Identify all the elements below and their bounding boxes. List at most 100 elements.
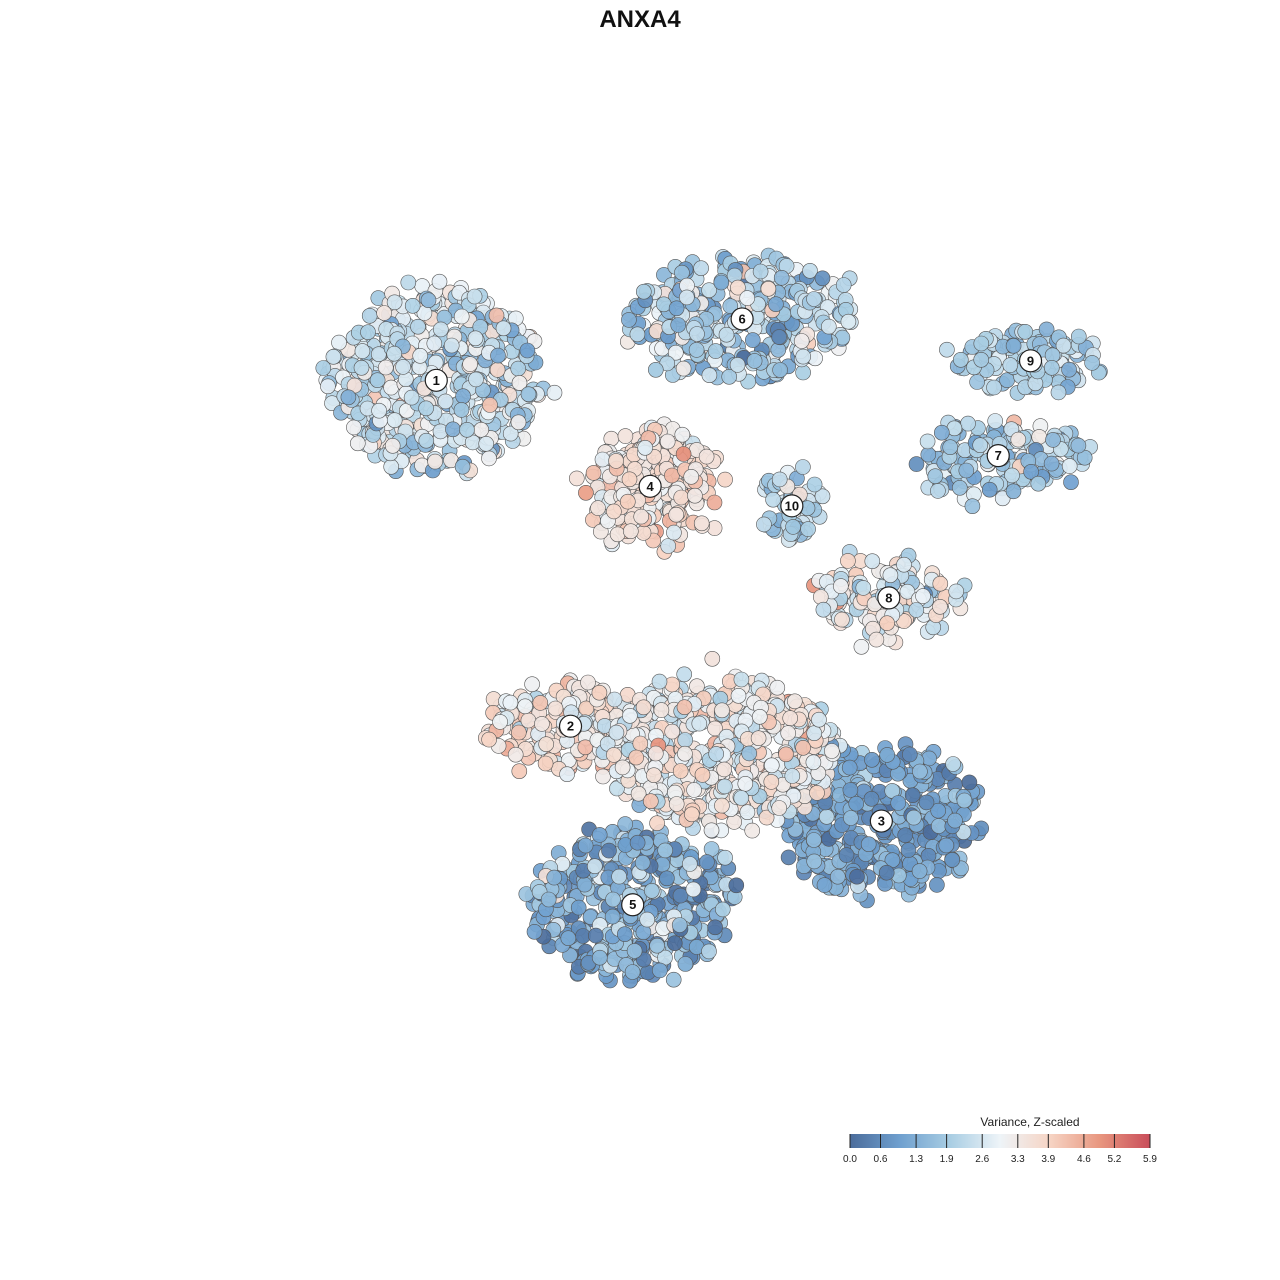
data-point	[986, 379, 1002, 396]
data-point	[666, 935, 683, 952]
data-point	[860, 836, 877, 853]
data-point	[624, 964, 641, 980]
data-point	[320, 378, 336, 395]
data-point	[659, 870, 675, 887]
data-point	[795, 739, 811, 756]
data-point	[818, 808, 835, 825]
data-point	[849, 868, 865, 885]
data-point	[805, 754, 822, 771]
data-point	[492, 714, 508, 730]
data-point	[746, 353, 763, 369]
data-point	[806, 725, 823, 742]
data-point	[671, 917, 688, 933]
data-point	[905, 809, 922, 826]
data-point	[1005, 483, 1022, 500]
cluster-label-text: 10	[785, 498, 799, 513]
data-point	[772, 362, 788, 378]
data-point	[823, 743, 840, 759]
data-point	[608, 724, 625, 741]
data-point	[629, 834, 646, 851]
data-point	[999, 372, 1015, 389]
data-point	[717, 471, 733, 488]
cluster-label-badge	[638, 474, 662, 498]
data-point	[904, 787, 921, 804]
data-point	[507, 746, 524, 763]
data-point	[546, 869, 563, 886]
data-point	[806, 476, 823, 493]
data-point	[659, 433, 676, 450]
data-point	[751, 708, 768, 725]
data-point	[403, 389, 420, 406]
data-point	[635, 699, 652, 716]
data-point	[987, 413, 1004, 429]
data-point	[353, 359, 370, 376]
data-point	[340, 389, 357, 406]
data-point	[685, 881, 702, 898]
data-point	[802, 262, 818, 279]
data-point	[315, 360, 332, 376]
cluster-label-text: 6	[738, 311, 745, 326]
data-point	[932, 598, 948, 615]
data-point	[570, 899, 587, 916]
data-point	[879, 615, 895, 632]
data-point	[768, 296, 784, 313]
data-point	[386, 294, 403, 311]
data-point	[404, 297, 421, 314]
data-point	[758, 809, 775, 826]
data-point	[1005, 337, 1022, 354]
data-point	[942, 439, 959, 456]
data-point	[714, 901, 731, 918]
data-point	[346, 419, 362, 436]
data-point	[349, 435, 366, 452]
data-point	[806, 291, 822, 307]
data-point	[863, 790, 880, 807]
data-point	[1010, 431, 1027, 448]
data-point	[814, 270, 831, 287]
data-point	[511, 763, 528, 780]
data-point	[1043, 455, 1060, 472]
data-point	[427, 453, 443, 470]
data-point	[918, 794, 935, 811]
data-point	[693, 260, 709, 277]
data-point	[667, 344, 684, 361]
data-point	[733, 671, 750, 688]
data-point	[750, 730, 767, 747]
data-point	[608, 453, 624, 469]
cluster-label-badge	[730, 307, 754, 331]
legend-tick-label: 3.3	[1011, 1154, 1025, 1165]
data-point	[622, 523, 639, 540]
data-point	[453, 308, 470, 325]
data-point	[947, 812, 963, 829]
data-point	[938, 837, 955, 854]
data-point	[820, 318, 837, 335]
data-point	[930, 818, 947, 834]
data-point	[933, 424, 950, 441]
cluster-label-9: 9	[1018, 349, 1043, 373]
data-point	[737, 775, 754, 792]
data-point	[657, 842, 674, 859]
data-point	[806, 832, 822, 848]
data-point	[386, 345, 403, 362]
data-point	[834, 611, 850, 628]
data-point	[426, 335, 443, 352]
data-point	[511, 375, 528, 391]
cluster-label-6: 6	[730, 307, 754, 331]
data-point	[952, 351, 969, 368]
data-point	[811, 711, 827, 728]
data-point	[649, 937, 665, 954]
data-point	[1045, 432, 1061, 448]
cluster-label-badge	[621, 893, 645, 917]
data-point	[1063, 474, 1079, 491]
data-point	[331, 334, 347, 351]
data-point	[455, 388, 471, 405]
legend-tick-label: 0.6	[874, 1154, 888, 1165]
data-point	[832, 578, 849, 594]
legend-title: Variance, Z-scaled	[980, 1115, 1079, 1129]
data-point	[376, 305, 392, 321]
data-point	[633, 508, 650, 525]
data-point	[945, 756, 961, 772]
data-point	[769, 679, 786, 696]
data-point	[840, 553, 856, 569]
data-point	[647, 745, 664, 762]
data-point	[744, 332, 761, 348]
